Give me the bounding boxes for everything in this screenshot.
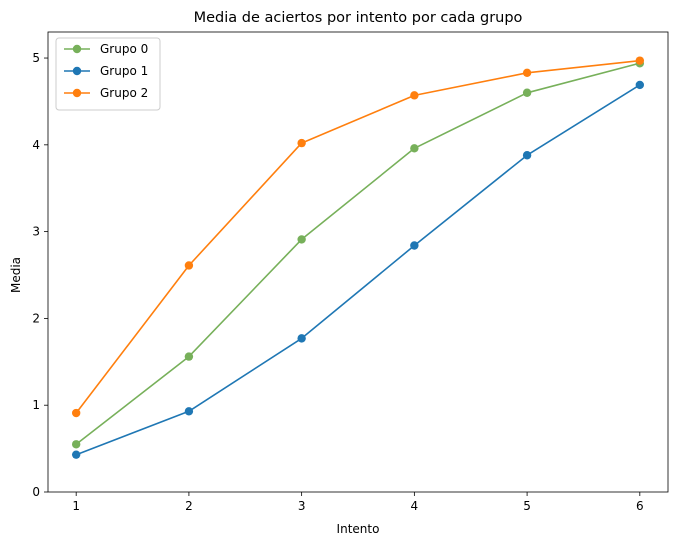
- series-grupo-1: [71, 80, 645, 459]
- data-point-grupo-2: [297, 138, 306, 148]
- y-tick-label: 4: [32, 138, 40, 152]
- y-axis-ticks: 0 1 2 3 4 5: [32, 51, 48, 499]
- x-tick-label: 3: [298, 499, 306, 513]
- y-tick-label: 3: [32, 225, 40, 239]
- plot-area: [47, 31, 669, 493]
- data-point-grupo-1: [410, 241, 419, 250]
- series-layer: [71, 56, 645, 459]
- y-tick-label: 0: [32, 485, 40, 499]
- data-point-grupo-2: [71, 408, 81, 418]
- data-point-grupo-2: [184, 261, 194, 270]
- x-tick-label: 2: [185, 499, 193, 513]
- series-line-grupo-0: [75, 62, 641, 445]
- legend-swatch-marker-grupo-0: [72, 44, 82, 54]
- legend-label-grupo-0: Grupo 0: [100, 42, 148, 56]
- data-point-grupo-2: [410, 91, 419, 100]
- data-point-grupo-0: [297, 235, 306, 244]
- data-point-grupo-1: [184, 407, 194, 416]
- series-grupo-2: [71, 56, 645, 418]
- data-point-grupo-0: [71, 440, 81, 449]
- x-axis-ticks: 1 2 3 4 5 6: [72, 492, 644, 513]
- y-tick-label: 5: [32, 51, 40, 65]
- legend-label-grupo-2: Grupo 2: [100, 86, 148, 100]
- y-axis-label: Media: [9, 257, 23, 293]
- data-point-grupo-1: [71, 450, 81, 459]
- y-tick-label: 2: [32, 311, 40, 325]
- y-tick-label: 1: [32, 398, 40, 412]
- data-point-grupo-1: [297, 334, 306, 343]
- data-point-grupo-0: [184, 352, 194, 361]
- series-line-grupo-1: [75, 84, 641, 456]
- series-line-grupo-2: [75, 59, 640, 414]
- data-point-grupo-0: [410, 144, 419, 153]
- legend-label-grupo-1: Grupo 1: [100, 64, 148, 78]
- x-tick-label: 6: [636, 499, 644, 513]
- data-point-grupo-2: [635, 56, 645, 65]
- legend: Grupo 0 Grupo 1 Grupo 2: [55, 37, 161, 111]
- x-tick-label: 5: [523, 499, 531, 513]
- legend-swatch-marker-grupo-1: [72, 66, 82, 76]
- data-point-grupo-1: [522, 151, 532, 160]
- axes-frame-box: [47, 31, 669, 493]
- x-tick-label: 1: [72, 499, 80, 513]
- data-point-grupo-0: [522, 88, 532, 97]
- legend-swatch-marker-grupo-2: [72, 88, 82, 98]
- data-point-grupo-1: [635, 80, 645, 90]
- x-tick-label: 4: [411, 499, 419, 513]
- chart-title: Media de aciertos por intento por cada g…: [194, 10, 523, 26]
- legend-box: [55, 37, 161, 111]
- data-point-grupo-2: [522, 68, 532, 77]
- x-axis-label: Intento: [337, 522, 380, 536]
